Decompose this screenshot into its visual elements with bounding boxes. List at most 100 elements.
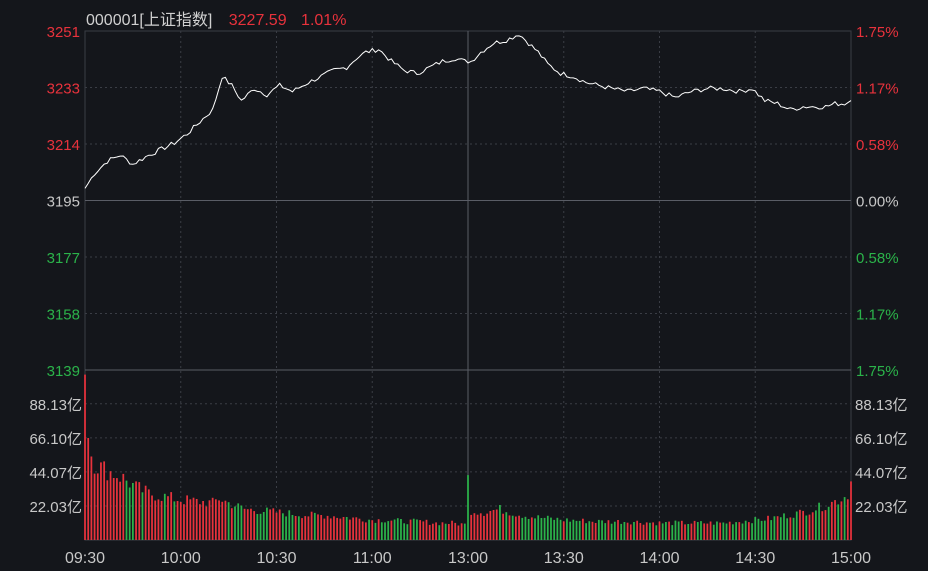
volume-bar bbox=[732, 524, 734, 540]
volume-bar bbox=[460, 523, 463, 540]
volume-bar bbox=[799, 509, 801, 540]
volume-bar bbox=[93, 473, 96, 540]
price-tick-left: 3177 bbox=[47, 250, 80, 267]
volume-bar bbox=[141, 492, 144, 540]
volume-bar bbox=[419, 520, 421, 540]
price-tick-left: 3139 bbox=[47, 363, 80, 380]
volume-bar bbox=[355, 517, 358, 540]
volume-bar bbox=[345, 517, 348, 540]
volume-bar bbox=[211, 497, 214, 540]
volume-bar bbox=[406, 524, 409, 540]
volume-bar bbox=[390, 520, 393, 540]
volume-bar bbox=[665, 522, 667, 540]
volume-bar bbox=[649, 522, 651, 540]
volume-bar bbox=[639, 523, 642, 540]
volume-bar bbox=[566, 518, 568, 540]
volume-bar bbox=[850, 481, 852, 540]
volume-bar bbox=[380, 522, 383, 540]
volume-bar bbox=[288, 510, 291, 540]
time-tick: 13:00 bbox=[448, 550, 488, 567]
volume-bar bbox=[125, 480, 128, 540]
volume-bar bbox=[173, 501, 176, 540]
volume-bar bbox=[479, 513, 482, 540]
volume-bar bbox=[837, 504, 840, 540]
volume-bar bbox=[495, 509, 498, 540]
volume-bar bbox=[202, 501, 204, 540]
volume-bar bbox=[824, 510, 827, 540]
volume-bar bbox=[269, 509, 271, 540]
volume-bar bbox=[815, 510, 817, 540]
volume-bar bbox=[183, 504, 185, 540]
time-tick: 11:00 bbox=[353, 550, 392, 567]
volume-bar bbox=[719, 522, 722, 540]
volume-bar bbox=[617, 520, 619, 540]
volume-bar bbox=[349, 519, 351, 540]
volume-bar bbox=[537, 515, 540, 540]
volume-bar bbox=[470, 514, 473, 540]
volume-bar bbox=[642, 524, 645, 540]
volume-bar bbox=[508, 515, 511, 540]
volume-bar bbox=[342, 517, 345, 540]
volume-bar bbox=[100, 462, 102, 540]
time-tick: 14:30 bbox=[735, 550, 775, 567]
price-tick-right: 0.58% bbox=[856, 250, 899, 267]
volume-bar bbox=[818, 502, 820, 540]
volume-bar bbox=[256, 514, 259, 540]
volume-bar bbox=[802, 510, 804, 540]
volume-bar bbox=[716, 521, 718, 540]
volume-bar bbox=[278, 509, 281, 540]
volume-bar bbox=[297, 516, 300, 540]
volume-bar bbox=[106, 480, 109, 540]
volume-bar bbox=[227, 502, 230, 540]
price-tick-left: 3158 bbox=[47, 307, 80, 324]
volume-bar bbox=[505, 512, 508, 540]
volume-bar bbox=[304, 516, 307, 540]
volume-bar bbox=[214, 499, 217, 540]
volume-bar bbox=[262, 512, 265, 540]
volume-bar bbox=[830, 501, 833, 540]
volume-bar bbox=[550, 517, 552, 540]
volume-bar bbox=[275, 512, 278, 540]
volume-bar bbox=[735, 522, 737, 540]
volume-bar bbox=[326, 515, 329, 540]
volume-bar bbox=[645, 522, 648, 540]
volume-bar bbox=[821, 511, 824, 540]
volume-bar bbox=[416, 519, 418, 540]
volume-bar bbox=[339, 518, 342, 540]
volume-bar bbox=[195, 499, 198, 540]
price-tick-right: 0.00% bbox=[856, 194, 899, 211]
volume-bar bbox=[751, 523, 753, 540]
volume-bar bbox=[432, 523, 434, 540]
volume-bar bbox=[534, 518, 536, 540]
volume-bar bbox=[192, 497, 195, 540]
price-tick-left: 3214 bbox=[47, 137, 80, 154]
volume-bar bbox=[597, 519, 600, 540]
volume-bar bbox=[310, 511, 313, 540]
volume-bar bbox=[412, 518, 415, 540]
price-tick-left: 3195 bbox=[47, 194, 80, 211]
volume-bar bbox=[393, 519, 396, 540]
volume-bar bbox=[677, 521, 680, 540]
price-tick-right: 1.75% bbox=[856, 363, 899, 380]
volume-bar bbox=[706, 523, 709, 540]
volume-bar bbox=[301, 518, 303, 540]
volume-bar bbox=[709, 521, 712, 540]
price-tick-left: 3251 bbox=[47, 24, 80, 41]
volume-bar bbox=[250, 508, 252, 540]
volume-bar bbox=[760, 520, 763, 540]
volume-bar bbox=[384, 522, 386, 540]
volume-bar bbox=[151, 495, 153, 540]
volume-bar bbox=[629, 524, 632, 540]
time-tick: 10:00 bbox=[161, 550, 201, 567]
volume-bar bbox=[282, 513, 284, 540]
volume-bar bbox=[712, 524, 715, 540]
volume-bar bbox=[186, 495, 189, 540]
volume-bar bbox=[744, 520, 747, 540]
volume-bar bbox=[329, 518, 332, 540]
volume-bar bbox=[199, 504, 201, 540]
volume-bar bbox=[240, 505, 243, 540]
volume-bar bbox=[266, 507, 268, 540]
volume-bar bbox=[789, 517, 792, 540]
